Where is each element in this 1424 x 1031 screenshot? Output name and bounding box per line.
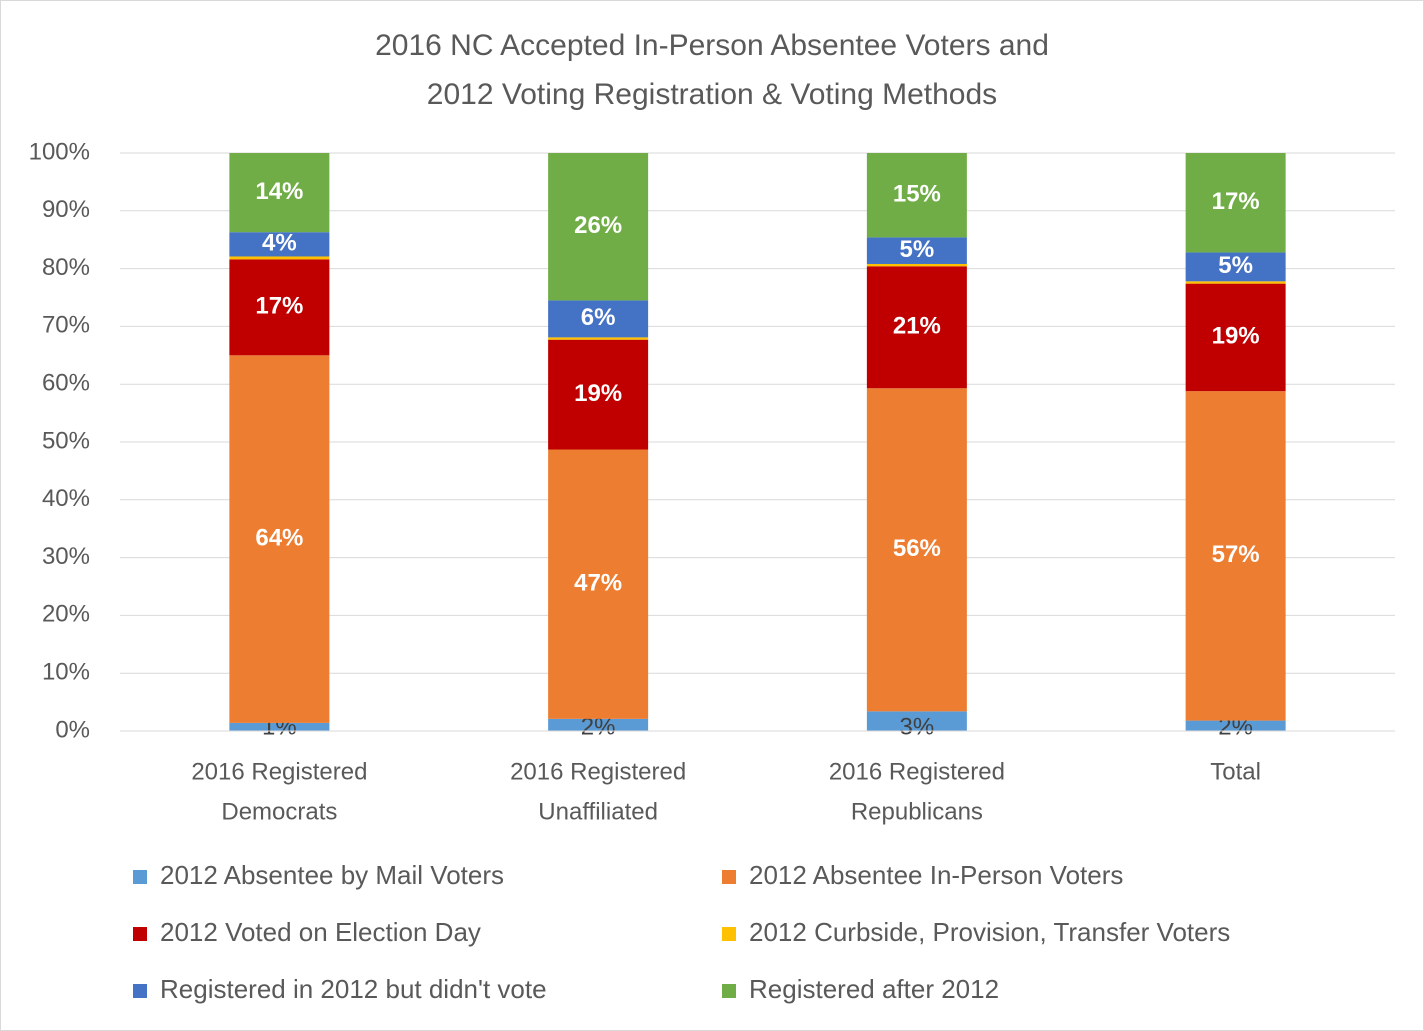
y-tick-label: 60% bbox=[42, 370, 90, 397]
x-tick-label: Unaffiliated bbox=[538, 798, 658, 825]
y-tick-label: 10% bbox=[42, 659, 90, 686]
x-tick-label: 2016 Registered bbox=[829, 758, 1005, 785]
legend-label: Registered after 2012 bbox=[749, 974, 999, 1004]
bar-segment bbox=[1185, 153, 1286, 253]
bar-segment bbox=[548, 337, 649, 340]
y-tick-label: 100% bbox=[29, 138, 90, 165]
bar-segment bbox=[548, 339, 649, 450]
legend-label: 2012 Curbside, Provision, Transfer Voter… bbox=[749, 917, 1230, 947]
bar-segment bbox=[548, 300, 649, 338]
legend-swatch bbox=[722, 927, 736, 941]
data-label: 19% bbox=[574, 380, 622, 407]
chart-title: 2016 NC Accepted In-Person Absentee Vote… bbox=[375, 29, 1049, 62]
bar-segment bbox=[229, 355, 330, 723]
data-label: 14% bbox=[255, 178, 303, 205]
bar-segment bbox=[1185, 281, 1286, 284]
y-tick-label: 40% bbox=[42, 485, 90, 512]
data-label: 57% bbox=[1212, 541, 1260, 568]
bar-segment bbox=[1185, 720, 1286, 731]
legend-label: 2012 Absentee In-Person Voters bbox=[749, 860, 1123, 890]
data-label: 47% bbox=[574, 570, 622, 597]
legend-swatch bbox=[133, 870, 147, 884]
bar-segment bbox=[866, 266, 967, 389]
data-label: 3% bbox=[900, 713, 935, 740]
y-tick-label: 20% bbox=[42, 601, 90, 628]
data-label: 5% bbox=[900, 236, 935, 263]
x-tick-label: Republicans bbox=[851, 798, 983, 825]
y-tick-label: 50% bbox=[42, 427, 90, 454]
legend-swatch bbox=[133, 984, 147, 998]
chart-title: 2012 Voting Registration & Voting Method… bbox=[427, 78, 997, 111]
x-tick-label: 2016 Registered bbox=[191, 758, 367, 785]
legend-swatch bbox=[722, 870, 736, 884]
data-label: 26% bbox=[574, 212, 622, 239]
bar-segment bbox=[1185, 283, 1286, 392]
data-label: 17% bbox=[1212, 188, 1260, 215]
data-label: 6% bbox=[581, 304, 616, 331]
data-label: 19% bbox=[1212, 323, 1260, 350]
y-tick-label: 70% bbox=[42, 312, 90, 339]
legend-label: Registered in 2012 but didn't vote bbox=[160, 974, 547, 1004]
bar-segment bbox=[229, 256, 330, 260]
bar-segment bbox=[229, 722, 330, 731]
data-label: 21% bbox=[893, 313, 941, 340]
bar-segment bbox=[866, 237, 967, 264]
y-tick-label: 30% bbox=[42, 543, 90, 570]
y-tick-label: 90% bbox=[42, 196, 90, 223]
bar-segment bbox=[1185, 391, 1286, 721]
data-label: 56% bbox=[893, 535, 941, 562]
bar-segment bbox=[866, 263, 967, 267]
x-tick-label: Total bbox=[1210, 758, 1261, 785]
bar-segment bbox=[548, 718, 649, 731]
bar-segment bbox=[229, 259, 330, 356]
legend-swatch bbox=[722, 984, 736, 998]
bar-segment bbox=[548, 449, 649, 719]
bar-segment bbox=[866, 388, 967, 712]
data-label: 4% bbox=[262, 230, 297, 257]
bar-segment bbox=[866, 711, 967, 731]
y-tick-label: 80% bbox=[42, 254, 90, 281]
data-label: 5% bbox=[1218, 252, 1253, 279]
legend-swatch bbox=[133, 927, 147, 941]
bar-segment bbox=[1185, 252, 1286, 282]
bar-segment bbox=[548, 153, 649, 301]
data-label: 15% bbox=[893, 181, 941, 208]
bar-segment bbox=[866, 153, 967, 238]
x-tick-label: 2016 Registered bbox=[510, 758, 686, 785]
bar-segment bbox=[229, 153, 330, 233]
legend-label: 2012 Absentee by Mail Voters bbox=[160, 860, 504, 890]
y-tick-label: 0% bbox=[55, 716, 90, 743]
data-label: 64% bbox=[255, 524, 303, 551]
data-label: 17% bbox=[255, 293, 303, 320]
x-tick-label: Democrats bbox=[221, 798, 337, 825]
bar-segment bbox=[229, 232, 330, 257]
legend-label: 2012 Voted on Election Day bbox=[160, 917, 481, 947]
